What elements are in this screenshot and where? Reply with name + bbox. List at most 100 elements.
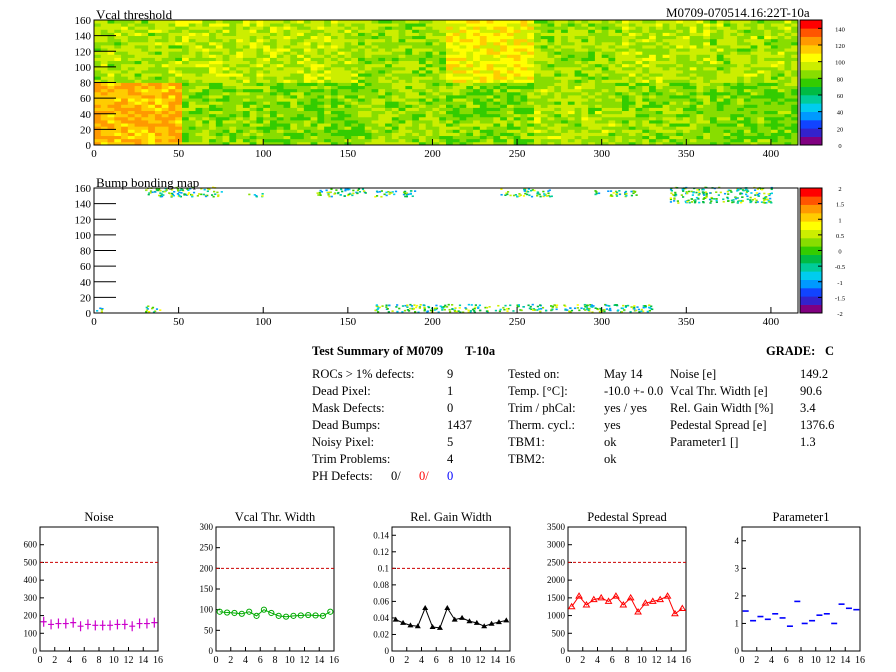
threshold-cell bbox=[676, 85, 684, 90]
threshold-cell bbox=[222, 138, 230, 143]
threshold-cell bbox=[209, 63, 217, 68]
threshold-cell bbox=[655, 98, 664, 102]
threshold-cell bbox=[716, 41, 724, 46]
threshold-cell bbox=[141, 26, 149, 30]
threshold-cell bbox=[506, 138, 515, 143]
threshold-cell bbox=[737, 26, 745, 30]
threshold-cell bbox=[608, 60, 616, 65]
threshold-cell bbox=[168, 85, 176, 90]
threshold-cell bbox=[635, 76, 643, 80]
threshold-cell bbox=[297, 66, 305, 71]
threshold-cell bbox=[554, 113, 562, 118]
threshold-cell bbox=[594, 138, 603, 143]
threshold-cell bbox=[506, 116, 515, 121]
threshold-cell bbox=[676, 82, 684, 87]
threshold-cell bbox=[141, 20, 149, 24]
threshold-cell bbox=[283, 32, 291, 37]
threshold-cell bbox=[317, 110, 325, 115]
threshold-cell bbox=[188, 35, 196, 40]
threshold-cell bbox=[385, 95, 393, 99]
bump-defect-cell bbox=[548, 189, 551, 192]
threshold-cell bbox=[161, 41, 169, 46]
threshold-cell bbox=[446, 73, 454, 77]
threshold-cell bbox=[452, 116, 460, 121]
threshold-cell bbox=[297, 54, 305, 58]
threshold-cell bbox=[622, 141, 630, 146]
threshold-cell bbox=[209, 20, 217, 24]
threshold-cell bbox=[398, 23, 406, 27]
threshold-cell bbox=[310, 104, 318, 108]
bump-defect-cell bbox=[344, 188, 347, 191]
threshold-cell bbox=[391, 82, 400, 87]
threshold-cell bbox=[486, 82, 494, 87]
threshold-cell bbox=[770, 26, 779, 30]
threshold-cell bbox=[297, 48, 305, 52]
threshold-cell bbox=[283, 48, 291, 52]
threshold-cell bbox=[506, 48, 515, 52]
threshold-cell bbox=[473, 141, 481, 146]
threshold-cell bbox=[791, 63, 799, 68]
threshold-cell bbox=[534, 48, 542, 52]
threshold-cell bbox=[567, 138, 576, 143]
threshold-cell bbox=[737, 123, 745, 127]
threshold-cell bbox=[276, 132, 284, 137]
threshold-cell bbox=[351, 98, 359, 102]
threshold-cell bbox=[601, 126, 609, 130]
threshold-cell bbox=[310, 101, 318, 105]
threshold-cell bbox=[439, 107, 447, 112]
threshold-cell bbox=[256, 98, 264, 102]
threshold-cell bbox=[100, 76, 108, 80]
threshold-cell bbox=[710, 107, 718, 112]
threshold-cell bbox=[581, 73, 589, 77]
threshold-cell bbox=[121, 135, 129, 140]
threshold-cell bbox=[242, 54, 251, 58]
threshold-cell bbox=[100, 107, 108, 112]
threshold-cell bbox=[351, 82, 359, 87]
threshold-cell bbox=[466, 126, 474, 130]
bump-defect-cell bbox=[319, 194, 322, 196]
threshold-cell bbox=[513, 60, 521, 65]
threshold-cell bbox=[209, 91, 217, 96]
threshold-cell bbox=[459, 29, 467, 33]
threshold-cell bbox=[418, 113, 427, 118]
threshold-cell bbox=[452, 107, 460, 112]
threshold-cell bbox=[94, 123, 102, 127]
threshold-cell bbox=[493, 54, 501, 58]
threshold-cell bbox=[276, 138, 284, 143]
threshold-cell bbox=[554, 107, 562, 112]
threshold-cell bbox=[696, 110, 704, 115]
threshold-cell bbox=[398, 123, 406, 127]
bump-defect-cell bbox=[388, 304, 391, 307]
threshold-cell bbox=[168, 113, 176, 118]
threshold-cell bbox=[114, 48, 122, 52]
threshold-cell bbox=[290, 120, 298, 124]
threshold-cell bbox=[635, 104, 643, 108]
bump-defect-cell bbox=[170, 195, 173, 198]
threshold-cell bbox=[337, 85, 345, 90]
threshold-cell bbox=[770, 79, 779, 83]
threshold-cell bbox=[121, 91, 129, 96]
threshold-cell bbox=[506, 60, 515, 65]
threshold-cell bbox=[344, 76, 352, 80]
threshold-cell bbox=[303, 123, 312, 127]
threshold-cell bbox=[791, 88, 799, 93]
threshold-cell bbox=[385, 88, 393, 93]
threshold-cell bbox=[628, 132, 636, 137]
threshold-cell bbox=[601, 88, 609, 93]
threshold-cell bbox=[188, 51, 196, 55]
threshold-cell bbox=[479, 82, 488, 87]
threshold-cell bbox=[628, 63, 636, 68]
threshold-cell bbox=[371, 85, 379, 90]
threshold-cell bbox=[466, 66, 474, 71]
threshold-cell bbox=[506, 101, 515, 105]
threshold-cell bbox=[622, 138, 630, 143]
threshold-cell bbox=[561, 26, 569, 30]
threshold-cell bbox=[716, 135, 724, 140]
threshold-cell bbox=[662, 51, 670, 55]
threshold-cell bbox=[276, 126, 284, 130]
threshold-cell bbox=[324, 29, 332, 33]
threshold-cell bbox=[249, 73, 257, 77]
threshold-cell bbox=[459, 66, 467, 71]
threshold-cell bbox=[358, 41, 366, 46]
threshold-cell bbox=[364, 85, 372, 90]
